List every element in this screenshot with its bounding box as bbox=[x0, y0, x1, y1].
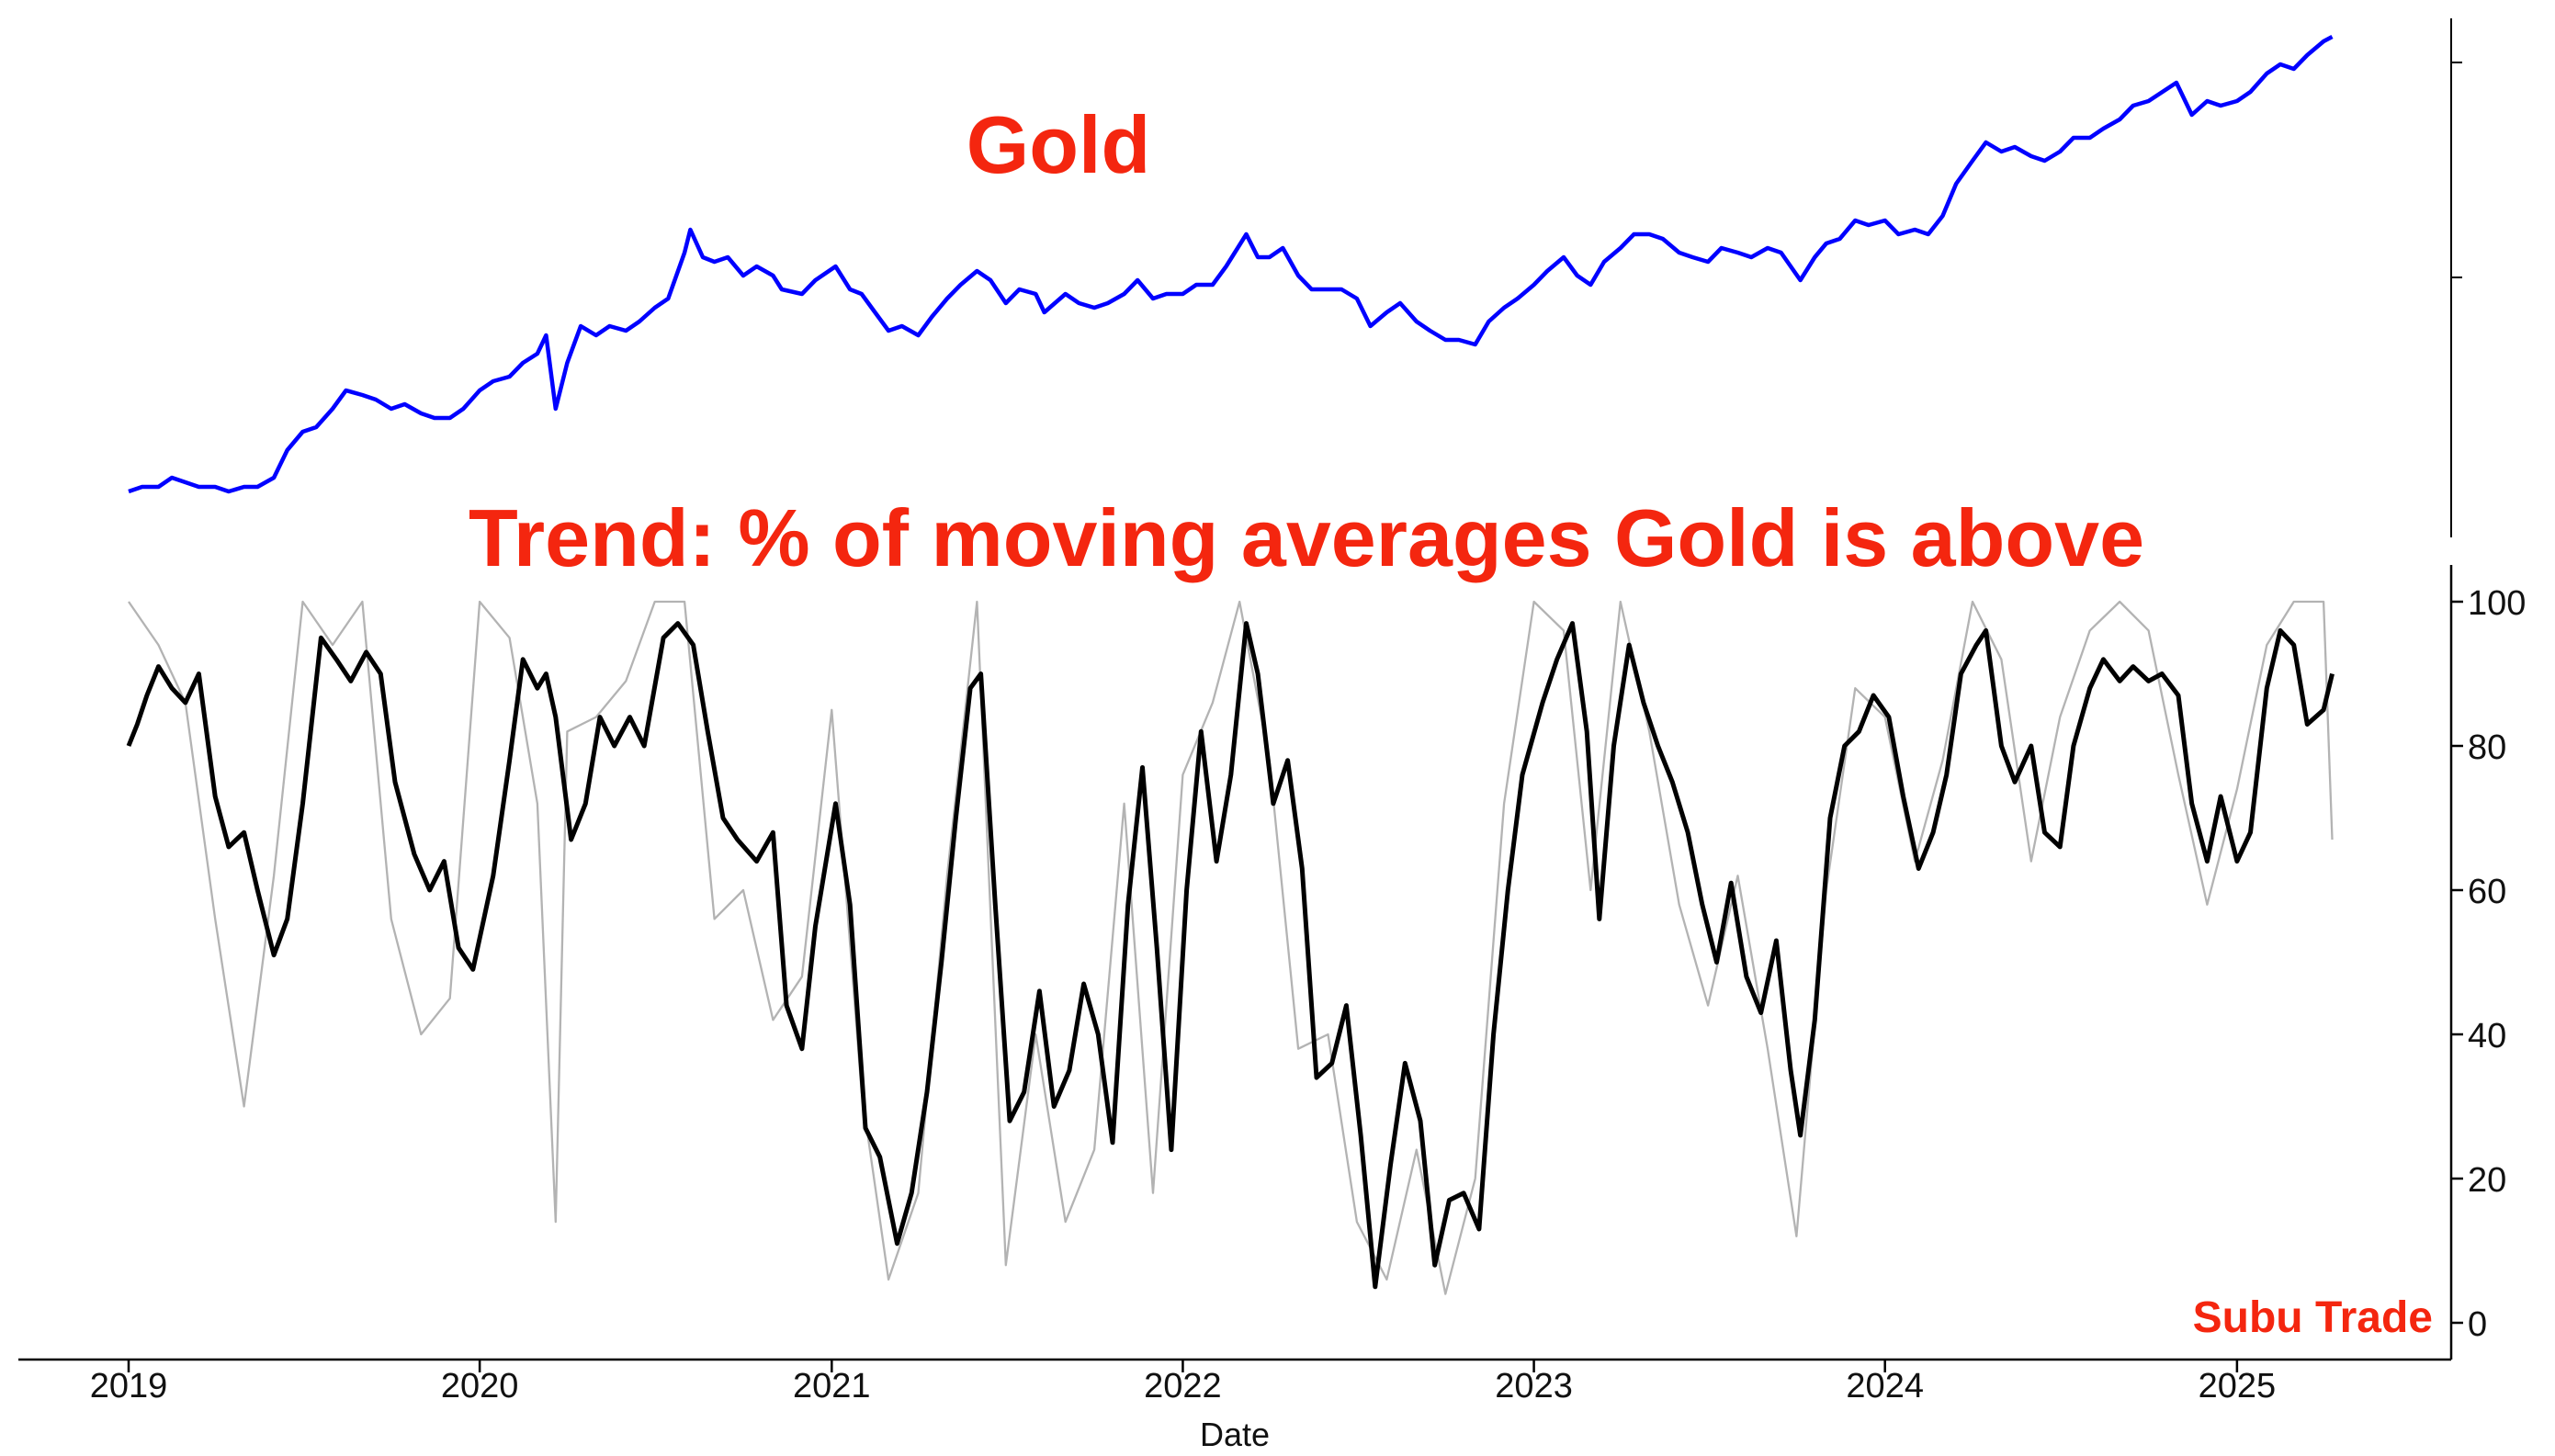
watermark-text: Subu Trade bbox=[2193, 1293, 2433, 1342]
x-tick-label-2024: 2024 bbox=[1846, 1367, 1924, 1405]
x-tick-label-2022: 2022 bbox=[1144, 1367, 1222, 1405]
x-tick-label-2021: 2021 bbox=[793, 1367, 871, 1405]
y-tick-label-20: 20 bbox=[2468, 1161, 2506, 1200]
x-axis-label: Date bbox=[1200, 1416, 1270, 1451]
y-tick-label-100: 100 bbox=[2468, 584, 2526, 623]
trend-panel: Trend: % of moving averages Gold is abov… bbox=[18, 492, 2526, 1453]
x-tick-label-2025: 2025 bbox=[2199, 1367, 2277, 1405]
x-tick-label-2023: 2023 bbox=[1495, 1367, 1573, 1405]
y-tick-label-60: 60 bbox=[2468, 873, 2506, 911]
x-tick-label-2019: 2019 bbox=[90, 1367, 168, 1405]
gold-chart-title: Gold bbox=[967, 99, 1150, 190]
trend-smoothed-series-line bbox=[126, 621, 2335, 1290]
gold-price-panel: Gold bbox=[128, 18, 2462, 537]
y-tick-label-80: 80 bbox=[2468, 728, 2506, 767]
y-axis-ticks: 100 80 60 40 20 0 bbox=[2451, 584, 2526, 1344]
gold-price-line bbox=[128, 35, 2334, 494]
x-axis-ticks: 2019 2020 2021 2022 2023 2024 2025 bbox=[90, 1360, 2276, 1405]
x-tick-label-2020: 2020 bbox=[441, 1367, 519, 1405]
y-tick-label-40: 40 bbox=[2468, 1017, 2506, 1055]
trend-chart-title: Trend: % of moving averages Gold is abov… bbox=[469, 492, 2144, 583]
y-tick-label-0: 0 bbox=[2468, 1305, 2487, 1344]
trend-raw-series-line bbox=[128, 600, 2334, 1295]
